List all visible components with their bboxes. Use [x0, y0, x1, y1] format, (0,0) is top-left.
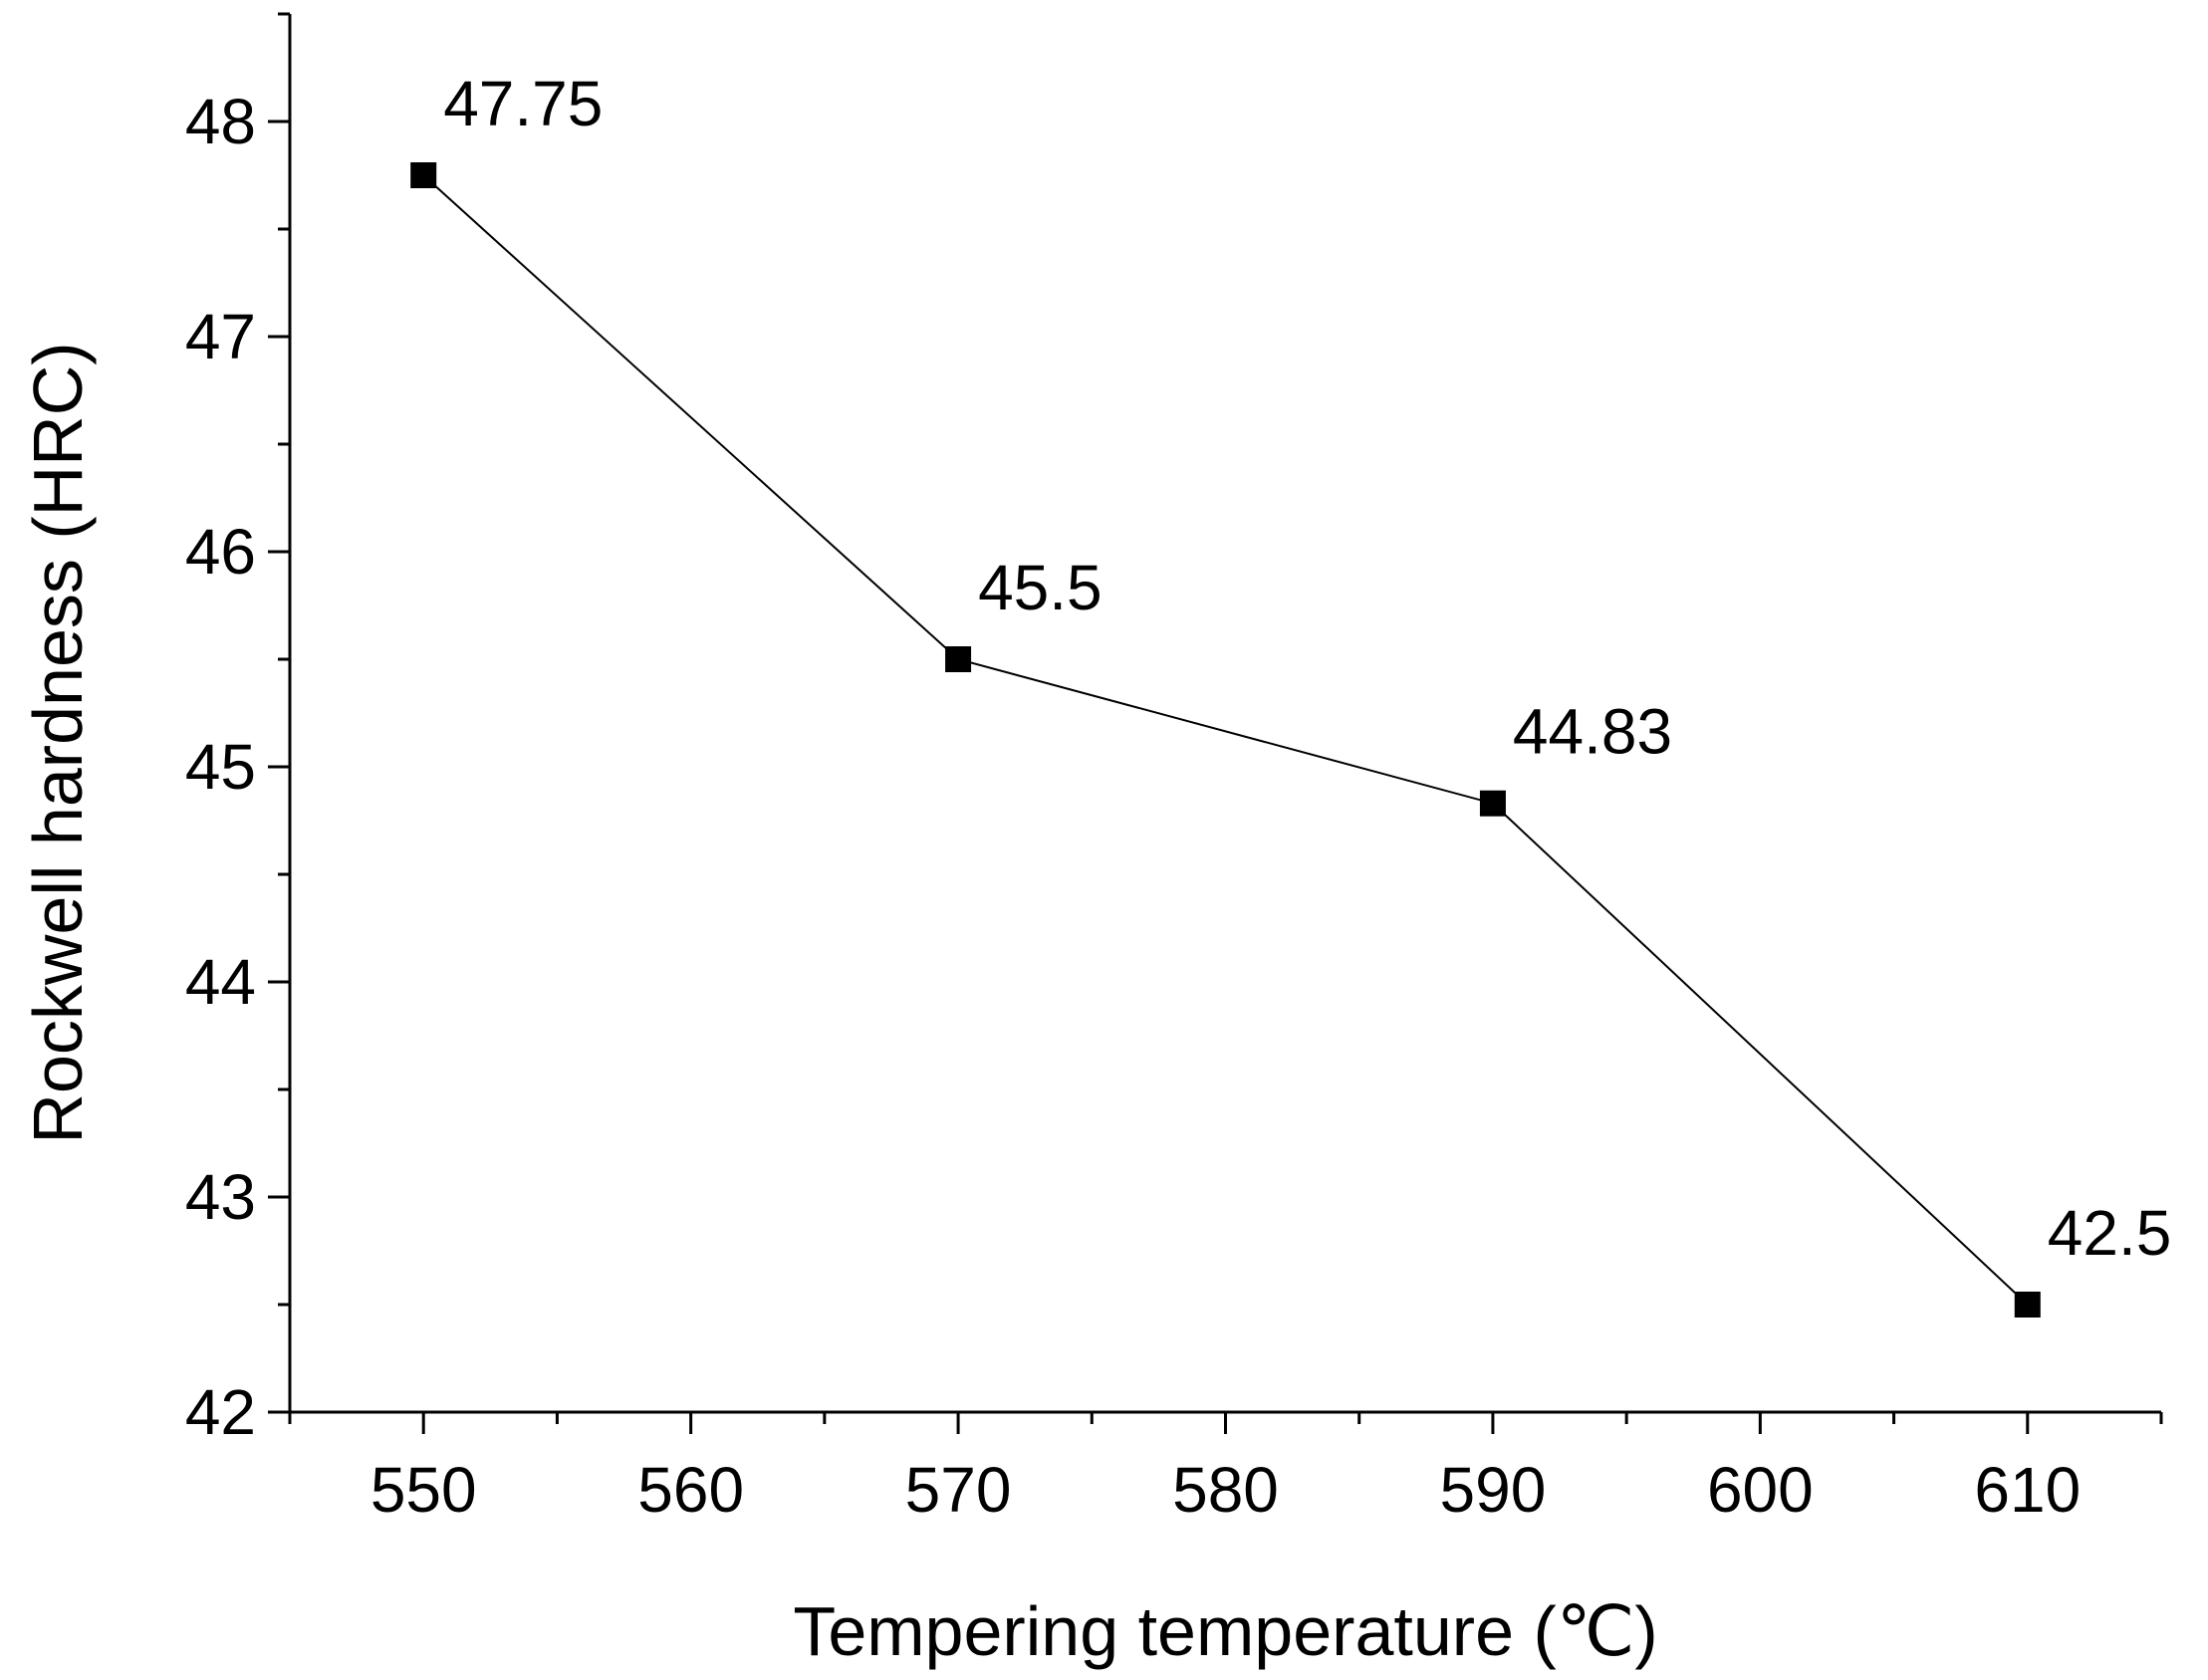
data-label: 44.83 [1513, 696, 1672, 768]
y-tick-label: 46 [185, 516, 256, 588]
data-point-marker [2014, 1292, 2041, 1318]
x-tick-label: 580 [1172, 1454, 1279, 1526]
y-axis-title: Rockwell hardness (HRC) [19, 342, 97, 1143]
x-tick-label: 590 [1440, 1454, 1547, 1526]
x-tick-label: 570 [905, 1454, 1012, 1526]
y-tick-label: 44 [185, 946, 256, 1018]
x-tick-label: 600 [1707, 1454, 1814, 1526]
series-layer [410, 162, 2041, 1318]
data-point-marker [945, 646, 972, 672]
x-tick-label: 560 [637, 1454, 744, 1526]
y-tick-label: 42 [185, 1376, 256, 1448]
x-tick-label: 550 [370, 1454, 477, 1526]
x-axis-title: Tempering temperature (℃) [793, 1592, 1657, 1670]
y-tick-label: 45 [185, 731, 256, 803]
series-line [422, 174, 2029, 1306]
x-tick-label: 610 [1974, 1454, 2081, 1526]
y-tick-label: 43 [185, 1161, 256, 1233]
data-label: 42.5 [2048, 1197, 2172, 1269]
y-tick-label: 48 [185, 86, 256, 157]
data-label: 47.75 [443, 68, 603, 139]
labels-layer: 42 43 44 45 46 47 48 550 560 570 580 590 600 610 47.75… [185, 68, 2172, 1526]
data-label: 45.5 [978, 552, 1103, 623]
y-tick-label: 47 [185, 301, 256, 372]
data-point-marker [410, 162, 437, 188]
axes-layer [268, 12, 2163, 1434]
data-point-marker [1479, 790, 1506, 817]
